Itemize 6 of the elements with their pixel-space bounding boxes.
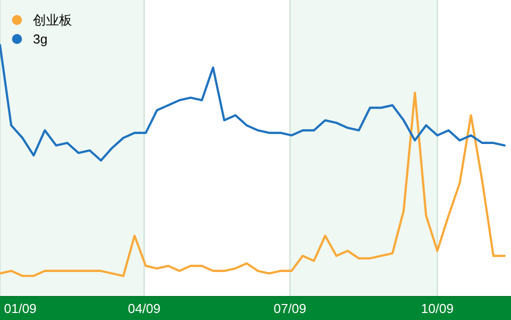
x-tick-label: 04/09 — [128, 301, 160, 316]
x-tick-label: 01/09 — [4, 301, 37, 316]
x-tick-label: 07/09 — [274, 301, 306, 316]
x-tick-label: 10/09 — [421, 301, 454, 316]
legend-label: 3g — [33, 32, 48, 46]
legend-label: 创业板 — [33, 12, 72, 28]
